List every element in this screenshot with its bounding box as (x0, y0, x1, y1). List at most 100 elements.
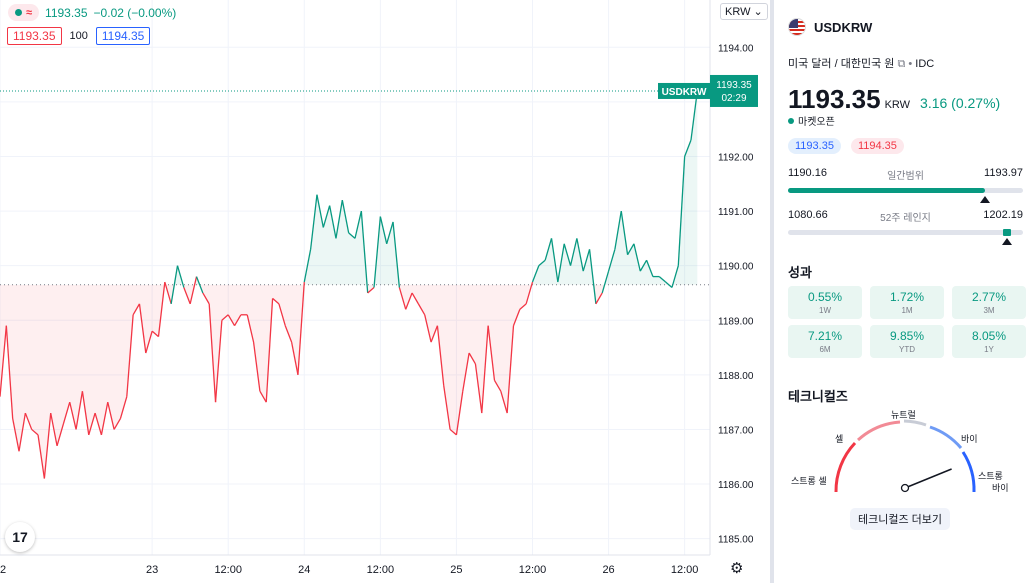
chart-area[interactable]: 1194.001193.001192.001191.001190.001189.… (0, 0, 770, 583)
price-line-segment (138, 303, 147, 354)
technicals-gauge[interactable]: 스트롱 셀 셀 뉴트럴 바이 스트롱 바이 (788, 400, 1023, 500)
panel-symbol[interactable]: USDKRW (814, 19, 873, 35)
buy-price-button[interactable]: 1194.35 (95, 27, 151, 45)
delay-wave-icon: ≈ (26, 6, 33, 19)
area-above-baseline (0, 91, 698, 285)
price-line-segment (493, 379, 502, 392)
market-status-pill[interactable]: ≈ (8, 4, 40, 21)
price-line-segment (119, 396, 128, 419)
sell-price-button[interactable]: 1193.35 (7, 27, 62, 45)
price-line-segment (576, 238, 584, 272)
price-line-segment (392, 221, 401, 288)
y-tick-label: 1188.00 (718, 371, 754, 382)
day-range: 1190.16 일간범위 1193.97 (788, 167, 1023, 203)
gauge-label-sell: 셀 (835, 434, 843, 444)
week52-range: 1080.66 52주 레인지 1202.19 (788, 209, 1023, 245)
chevron-down-icon: ⌄ (753, 6, 763, 18)
price-line-segment (569, 238, 578, 266)
symbol-description: 미국 달러 / 대한민국 원 ⧉ • IDC (788, 58, 935, 70)
price-line-segment (75, 391, 84, 430)
price-line-segment (43, 412, 52, 479)
performance-cell-1y[interactable]: 8.05% 1Y (952, 325, 1026, 358)
price-line-segment (113, 418, 122, 430)
chart-legend: ≈ 1193.35 −0.02 (−0.00%) (8, 4, 176, 21)
price-change: 3.16 (0.27%) (920, 95, 1001, 111)
performance-period: YTD (899, 345, 915, 354)
price-line-segment (348, 232, 356, 239)
performance-cell-1w[interactable]: 0.55% 1W (788, 286, 862, 319)
price-line-segment (208, 303, 217, 403)
price-line-segment (601, 270, 610, 294)
price-line-segment (12, 418, 20, 452)
price-line-segment (550, 238, 559, 283)
price-unit: KRW (884, 99, 911, 111)
price-line-segment (151, 330, 159, 338)
price-line-segment (531, 265, 540, 283)
price-line-segment (595, 292, 603, 305)
performance-cell-6m[interactable]: 7.21% 6M (788, 325, 862, 358)
price-line-segment (221, 314, 229, 321)
last-price-tag-bg (710, 74, 758, 107)
price-line-segment (462, 352, 470, 392)
price-line-segment (100, 402, 109, 436)
performance-period: 3M (983, 306, 995, 315)
price-line-segment (341, 200, 350, 234)
price-line-segment (373, 216, 382, 288)
week52-label: 52주 레인지 (880, 213, 931, 224)
price-line-segment (303, 249, 312, 283)
bid-ask: 1193.35 1194.35 (788, 138, 904, 154)
performance-cell-ytd[interactable]: 9.85% YTD (870, 325, 944, 358)
x-tick-label: 12:00 (519, 564, 547, 576)
price-line-segment (500, 391, 508, 414)
currency-selector[interactable]: KRW ⌄ (720, 3, 768, 20)
price-line-segment (614, 210, 622, 250)
external-link-icon[interactable]: ⧉ (897, 58, 909, 70)
gauge-strong-sell-arc (834, 441, 857, 493)
price-line-segment (157, 281, 166, 337)
performance-cell-1m[interactable]: 1.72% 1M (870, 286, 944, 319)
technicals-more-button[interactable]: 테크니컬즈 더보기 (850, 508, 951, 530)
price-line-segment (246, 314, 255, 343)
gauge-label-strong-sell: 스트롱 셀 (791, 476, 827, 486)
price-line-segment (297, 281, 305, 375)
quick-trade: 1193.35 100 1194.35 (7, 27, 151, 45)
gear-icon[interactable]: ⚙ (730, 560, 744, 577)
price-line-segment (525, 281, 534, 305)
description-text[interactable]: 미국 달러 / 대한민국 원 (788, 58, 895, 70)
price-line-segment (417, 303, 426, 316)
countdown-tag: 02:29 (721, 93, 746, 104)
performance-value: 2.77% (971, 290, 1007, 304)
performance-title: 성과 (788, 265, 812, 280)
symbol-header: USDKRW (788, 18, 872, 36)
panel-divider[interactable] (770, 0, 774, 583)
price-line-segment (183, 287, 191, 305)
technicals-title[interactable]: 테크니컬즈 (788, 389, 848, 404)
price-line-segment (322, 205, 331, 228)
y-tick-label: 1189.00 (718, 316, 754, 327)
price-line-segment (272, 297, 280, 305)
price-line-segment (557, 243, 565, 283)
currency-label: KRW (725, 6, 751, 18)
symbol-details-panel: USDKRW 미국 달러 / 대한민국 원 ⧉ • IDC 1193.35 KR… (774, 0, 1035, 583)
price-line-segment (443, 385, 451, 430)
price-chart[interactable]: 1194.001193.001192.001191.001190.001189.… (0, 0, 770, 583)
gauge-needle (904, 468, 952, 489)
price-line-segment (665, 281, 673, 288)
week52-low: 1080.66 (788, 209, 828, 221)
price-line-segment (56, 423, 65, 446)
price-line-segment (386, 221, 394, 245)
performance-cell-3m[interactable]: 2.77% 3M (952, 286, 1026, 319)
price-line-segment (252, 342, 261, 392)
order-quantity[interactable]: 100 (69, 30, 88, 42)
tradingview-logo-icon[interactable]: 17 (5, 522, 35, 552)
gauge-sell-arc (856, 420, 901, 442)
price-line-segment (367, 287, 375, 294)
price-line-segment (126, 314, 134, 397)
week52-marker-icon (1001, 238, 1012, 245)
price-line-segment (284, 325, 293, 343)
price-line-segment (544, 238, 553, 261)
x-tick-label: 12:00 (214, 564, 242, 576)
price-line-segment (398, 287, 407, 310)
price-line-segment (481, 325, 489, 414)
price-line-segment (354, 210, 362, 239)
